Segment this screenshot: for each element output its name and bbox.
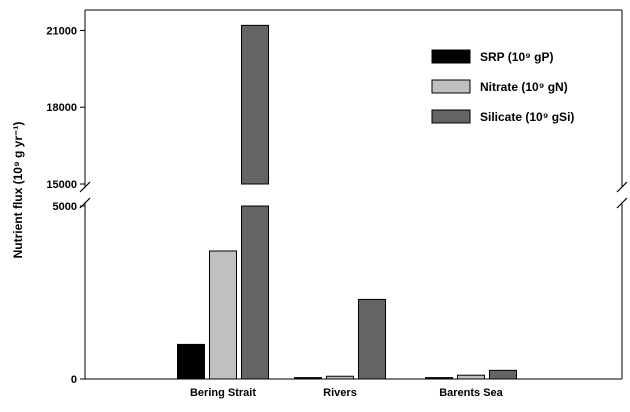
y-tick-label-5000: 5000 [53,201,77,213]
bar-bering-strait-1 [209,250,237,380]
bar-barents-sea-2 [489,369,517,380]
x-category-labels: Bering Strait Rivers Barents Sea [190,387,504,399]
legend-label-2: Silicate (10⁹ gSi) [480,110,574,124]
legend: SRP (10⁹ gP) Nitrate (10⁹ gN) Silicate (10… [431,49,574,124]
y-tick-label-21000: 21000 [46,25,77,37]
bar-barents-sea-0 [425,377,453,380]
bar-rivers-0 [294,377,322,380]
legend-swatch-0 [431,49,471,64]
y-tick-label-0: 0 [71,374,77,386]
legend-label-0: SRP (10⁹ gP) [480,50,554,64]
axis-break-mark-left-upper [79,181,91,193]
legend-swatch-1 [431,79,471,94]
legend-swatch-2 [431,109,471,124]
y-tick-label-18000: 18000 [46,102,77,114]
bar-bering-strait-2-upper [241,24,269,185]
legend-label-1: Nitrate (10⁹ gN) [480,80,568,94]
y-ticks: 0 5000 15000 18000 21000 [46,25,85,386]
axis-break-mark-right-lower [616,197,628,209]
bar-bering-strait-2-lower [241,205,269,380]
axes [79,9,628,380]
bar-rivers-2 [358,298,386,380]
y-axis-label: Nutrient flux (10⁹ g yr⁻¹) [11,122,25,259]
x-tick-label-rivers: Rivers [323,387,357,399]
axis-break-mark-right-upper [616,181,628,193]
bar-rivers-1 [326,375,354,380]
x-tick-label-barents-sea: Barents Sea [439,387,503,399]
bar-barents-sea-1 [457,374,485,380]
bars [177,24,517,380]
x-tick-label-bering-strait: Bering Strait [190,387,256,399]
y-tick-label-15000: 15000 [46,179,77,191]
bar-bering-strait-0 [177,343,205,380]
